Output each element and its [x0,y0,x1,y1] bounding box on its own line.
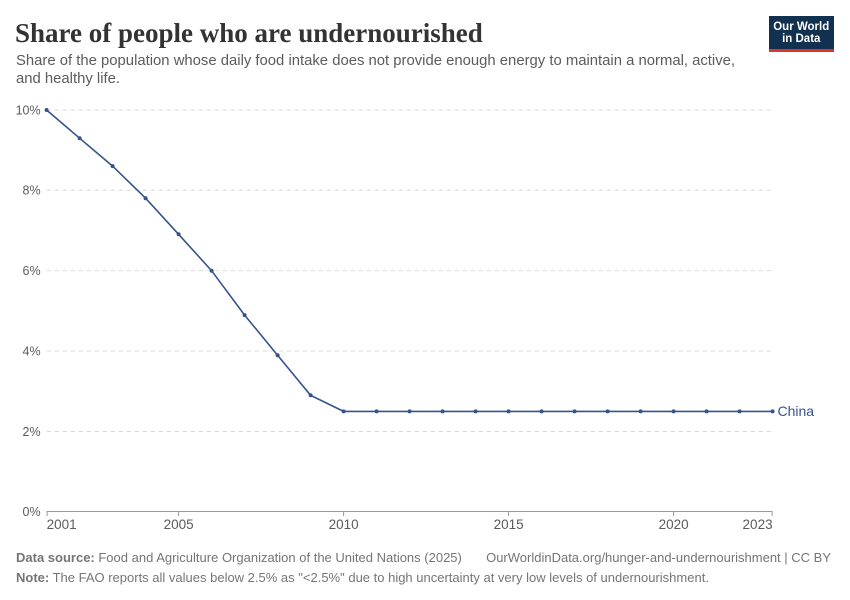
svg-text:10%: 10% [16,103,41,117]
svg-text:2023: 2023 [743,517,773,532]
svg-text:2010: 2010 [329,517,359,532]
svg-text:0%: 0% [23,505,41,519]
svg-text:2005: 2005 [164,517,194,532]
svg-text:2020: 2020 [659,517,689,532]
svg-text:2001: 2001 [47,517,77,532]
svg-text:2%: 2% [23,425,41,439]
svg-text:2015: 2015 [494,517,524,532]
svg-text:4%: 4% [23,344,41,358]
svg-text:6%: 6% [23,264,41,278]
svg-text:8%: 8% [23,184,41,198]
svg-text:China: China [778,403,815,419]
